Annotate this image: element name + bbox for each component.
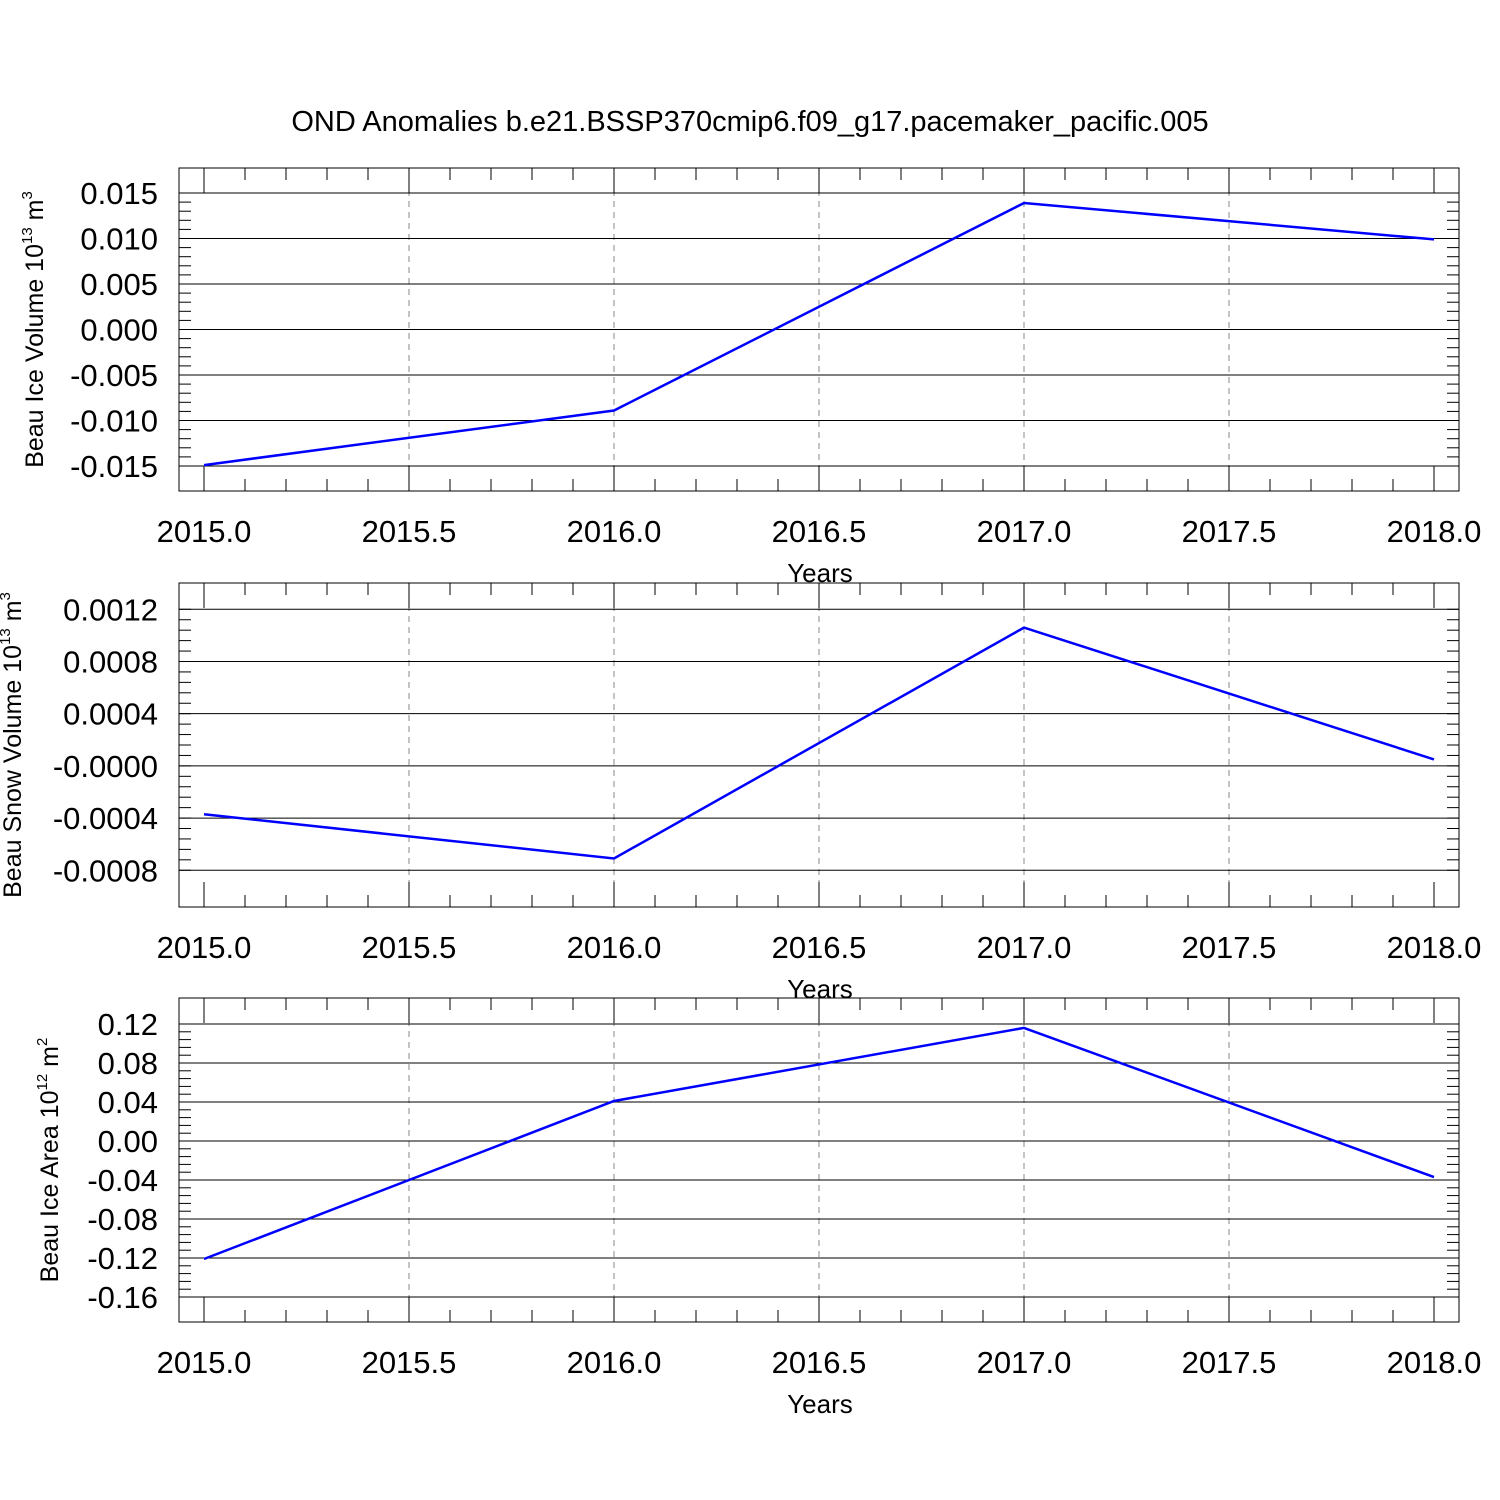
y-axis-label-part: m	[36, 1046, 64, 1074]
y-tick-label: 0.005	[80, 267, 158, 302]
y-axis-label-part: 3	[19, 191, 36, 199]
x-tick-label: 2016.0	[567, 514, 662, 549]
y-tick-label: 0.04	[98, 1085, 158, 1120]
y-tick-label: -0.04	[87, 1163, 158, 1198]
x-tick-label: 2015.0	[157, 930, 252, 965]
x-tick-label: 2017.0	[977, 930, 1072, 965]
y-tick-label: 0.015	[80, 176, 158, 211]
x-tick-label: 2015.5	[362, 930, 457, 965]
series-line	[203, 201, 1435, 467]
y-tick-label: -0.16	[87, 1280, 158, 1315]
figure-title: OND Anomalies b.e21.BSSP370cmip6.f09_g17…	[291, 106, 1208, 138]
chart-panel-3: 0.12 0.08 0.04 0.00 -0.04 -0.08 -0.12 -0.16 2015…	[34, 997, 1482, 1419]
x-tick-label: 2015.0	[157, 514, 252, 549]
y-tick-label: -0.08	[87, 1202, 158, 1237]
y-tick-label: 0.08	[98, 1046, 158, 1081]
y-axis-label: Beau Snow Volume 1013 m3	[0, 592, 27, 898]
y-tick-label: 0.0012	[63, 592, 158, 627]
x-axis-label: Years	[787, 1389, 853, 1419]
y-tick-label: -0.015	[70, 449, 158, 484]
y-axis-label-part: Beau Ice Area 10	[36, 1091, 64, 1283]
y-axis-label-part: 13	[19, 227, 36, 244]
x-tick-label: 2016.5	[772, 1345, 867, 1380]
y-tick-label: -0.005	[70, 358, 158, 393]
x-tick-label: 2016.0	[567, 1345, 662, 1380]
x-tick-label: 2016.0	[567, 930, 662, 965]
x-tick-label: 2018.0	[1387, 1345, 1482, 1380]
y-tick-label: 0.000	[80, 313, 158, 348]
y-tick-label: -0.0004	[53, 801, 158, 836]
x-tick-label: 2015.0	[157, 1345, 252, 1380]
y-axis-label-part: 2	[34, 1038, 51, 1046]
y-tick-label: -0.0000	[53, 749, 158, 784]
series-line	[203, 1026, 1435, 1261]
y-tick-label: 0.0008	[63, 644, 158, 679]
x-tick-label: 2016.5	[772, 514, 867, 549]
y-axis-label-part: m	[21, 200, 49, 228]
y-tick-label: 0.00	[98, 1124, 158, 1159]
x-axis-label: Years	[787, 974, 853, 1004]
x-tick-label: 2016.5	[772, 930, 867, 965]
y-axis-label-part: 3	[0, 592, 14, 600]
y-axis-label: Beau Ice Area 1012 m2	[34, 1038, 64, 1283]
y-axis-label-part: m	[0, 600, 27, 628]
y-axis-label-part: Beau Snow Volume 10	[0, 645, 27, 898]
y-axis-label: Beau Ice Volume 1013 m3	[19, 191, 49, 468]
x-tick-label: 2017.0	[977, 1345, 1072, 1380]
y-tick-label: -0.12	[87, 1241, 158, 1276]
x-tick-label: 2015.5	[362, 514, 457, 549]
x-tick-label: 2015.5	[362, 1345, 457, 1380]
x-tick-label: 2017.0	[977, 514, 1072, 549]
x-tick-label: 2018.0	[1387, 930, 1482, 965]
series-line	[203, 626, 1435, 860]
x-tick-label: 2018.0	[1387, 514, 1482, 549]
y-tick-label: 0.0004	[63, 697, 158, 732]
x-tick-label: 2017.5	[1182, 1345, 1277, 1380]
y-axis-label-part: Beau Ice Volume 10	[21, 244, 49, 468]
y-tick-label: 0.010	[80, 222, 158, 257]
y-tick-label: -0.010	[70, 404, 158, 439]
y-axis-label-part: 13	[0, 628, 14, 645]
y-tick-label: 0.12	[98, 1007, 158, 1042]
x-tick-label: 2017.5	[1182, 930, 1277, 965]
panels: 0.0150.0100.0050.000-0.005-0.010-0.01520…	[0, 167, 1482, 1419]
y-axis-label-part: 12	[34, 1074, 51, 1091]
chart-panel-1: 0.015 0.010 0.005 0.000 -0.005 -0.010 -0.015 20…	[19, 167, 1482, 588]
chart-panel-2: 0.0012 0.0008 0.0004 -0.0000 -0.0004 -0.0008 2…	[0, 582, 1482, 1004]
y-tick-label: -0.0008	[53, 853, 158, 888]
x-tick-label: 2017.5	[1182, 514, 1277, 549]
